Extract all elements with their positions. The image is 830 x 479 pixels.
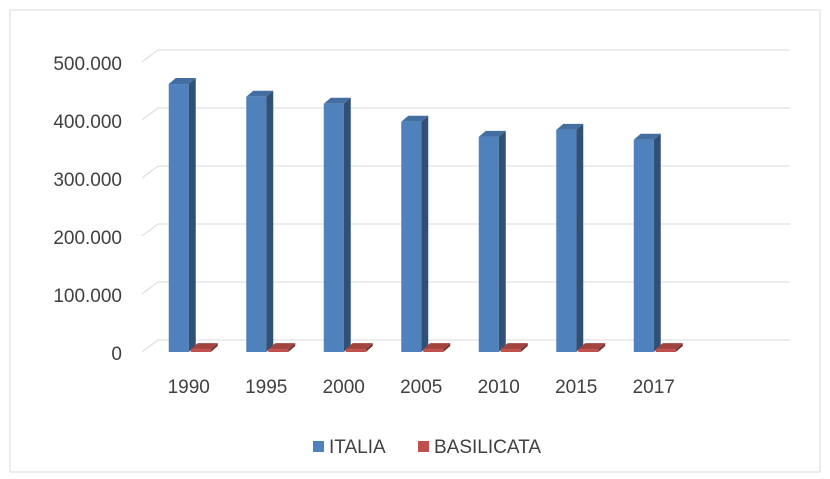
bar-side bbox=[498, 130, 506, 352]
bar-top bbox=[655, 343, 683, 350]
y-tick-label: 400.000 bbox=[53, 112, 122, 133]
bar bbox=[168, 78, 196, 352]
y-tick-label: 500.000 bbox=[53, 54, 122, 75]
bar-side bbox=[520, 343, 528, 352]
bar-front bbox=[190, 349, 211, 352]
bar bbox=[633, 133, 661, 352]
bar bbox=[345, 343, 373, 352]
bar-top bbox=[578, 343, 606, 350]
grid-line bbox=[141, 107, 790, 121]
x-tick-label: 1990 bbox=[168, 377, 210, 398]
bar bbox=[401, 115, 429, 353]
bar-front bbox=[323, 103, 344, 352]
bar bbox=[578, 343, 606, 352]
bar-front bbox=[168, 84, 189, 352]
bar-top bbox=[633, 133, 661, 140]
bar-top bbox=[246, 90, 274, 97]
bar-side bbox=[443, 343, 451, 352]
bar-top bbox=[268, 343, 296, 350]
bar-front bbox=[345, 349, 366, 352]
bar bbox=[423, 343, 451, 352]
legend-swatch bbox=[418, 441, 429, 452]
bar-side bbox=[598, 343, 606, 352]
grid-line bbox=[141, 281, 790, 295]
legend-label: BASILICATA bbox=[434, 437, 541, 458]
bar-front bbox=[478, 136, 499, 352]
bar-side bbox=[288, 343, 296, 352]
bar-side bbox=[653, 133, 661, 352]
bar-front bbox=[246, 96, 267, 352]
bar-top bbox=[556, 123, 584, 130]
bar bbox=[246, 90, 274, 353]
bar-front bbox=[500, 349, 521, 352]
bar-front bbox=[268, 349, 289, 352]
grid-line bbox=[141, 165, 790, 179]
x-tick-label: 2010 bbox=[478, 377, 520, 398]
bar-top bbox=[423, 343, 451, 350]
bar-side bbox=[210, 343, 218, 352]
bar-top bbox=[345, 343, 373, 350]
x-tick-label: 2017 bbox=[633, 377, 675, 398]
bar-front bbox=[401, 121, 422, 353]
bar-top bbox=[190, 343, 218, 350]
bar bbox=[478, 130, 506, 352]
bar-front bbox=[556, 129, 577, 352]
bar-side bbox=[421, 115, 429, 353]
grid-line bbox=[141, 223, 790, 237]
bar-top bbox=[500, 343, 528, 350]
bar-top bbox=[168, 78, 196, 85]
bar-side bbox=[188, 78, 196, 352]
y-tick-label: 200.000 bbox=[53, 228, 122, 249]
bar-side bbox=[576, 123, 584, 352]
grid-line bbox=[141, 49, 790, 63]
bar-front bbox=[655, 349, 676, 352]
y-tick-label: 0 bbox=[111, 344, 122, 365]
bar bbox=[190, 343, 218, 352]
bar bbox=[323, 97, 351, 352]
bar-side bbox=[343, 97, 351, 352]
bar-top bbox=[323, 97, 351, 104]
bar-side bbox=[266, 90, 274, 353]
y-tick-label: 300.000 bbox=[53, 170, 122, 191]
x-tick-label: 2005 bbox=[400, 377, 442, 398]
bar bbox=[268, 343, 296, 352]
bar bbox=[556, 123, 584, 352]
bar bbox=[655, 343, 683, 352]
bar-front bbox=[578, 349, 599, 352]
bar-top bbox=[401, 115, 429, 122]
bar-front bbox=[633, 139, 654, 352]
x-tick-label: 2000 bbox=[323, 377, 365, 398]
bar-top bbox=[478, 130, 506, 137]
bar-front bbox=[423, 349, 444, 352]
legend-swatch bbox=[313, 441, 324, 452]
chart-border bbox=[9, 9, 821, 473]
bar-side bbox=[365, 343, 373, 352]
x-tick-label: 1995 bbox=[245, 377, 287, 398]
y-tick-label: 100.000 bbox=[53, 286, 122, 307]
grid-line bbox=[141, 339, 790, 353]
x-tick-label: 2015 bbox=[555, 377, 597, 398]
bar-side bbox=[675, 343, 683, 352]
legend-label: ITALIA bbox=[329, 437, 386, 458]
bar bbox=[500, 343, 528, 352]
